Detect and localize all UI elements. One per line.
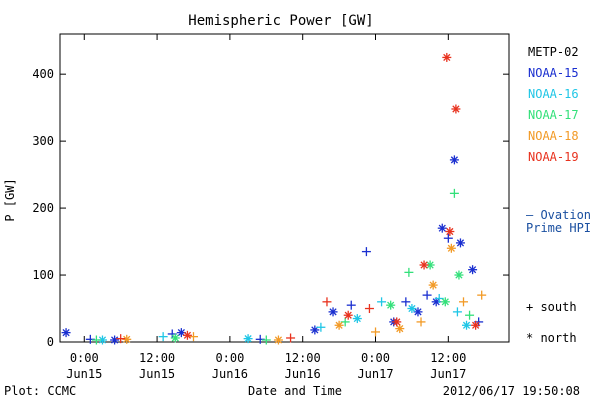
north-point xyxy=(273,335,283,345)
plot-frame xyxy=(59,33,510,343)
north-point xyxy=(170,333,180,343)
reference-line-legend: — Ovation Prime HPI xyxy=(526,208,591,235)
y-tick-label: 100 xyxy=(32,268,54,282)
y-axis-label: P [GW] xyxy=(3,178,17,221)
legend-entry: NOAA-19 xyxy=(528,150,579,164)
north-point xyxy=(110,335,120,345)
north-point xyxy=(182,330,192,340)
south-point xyxy=(371,327,381,337)
ovation-label-line2: Prime HPI xyxy=(526,221,591,235)
north-point xyxy=(413,307,423,317)
north-point xyxy=(442,52,452,62)
south-point xyxy=(158,332,168,342)
south-point xyxy=(401,297,411,307)
north-point xyxy=(343,310,353,320)
south-point xyxy=(443,233,453,243)
x-tick-label-date: Jun15 xyxy=(66,367,102,381)
south-point xyxy=(404,267,414,277)
footer-timestamp: 2012/06/17 19:50:08 xyxy=(443,384,580,398)
data-points xyxy=(61,52,487,345)
legend-entry: METP-02 xyxy=(528,45,579,59)
north-point xyxy=(392,317,402,327)
south-point xyxy=(340,317,350,327)
legend-entry: NOAA-15 xyxy=(528,66,579,80)
south-point xyxy=(261,335,271,345)
south-point xyxy=(477,290,487,300)
south-point xyxy=(91,335,101,345)
south-point xyxy=(322,297,332,307)
north-point xyxy=(445,227,455,237)
south-point xyxy=(85,334,95,344)
north-point xyxy=(455,238,465,248)
south-point xyxy=(346,300,356,310)
south-point xyxy=(116,334,126,344)
legend-entry: NOAA-17 xyxy=(528,108,579,122)
x-tick-label-time: 0:00 xyxy=(215,351,244,365)
south-point xyxy=(416,317,426,327)
x-tick-label-date: Jun15 xyxy=(139,367,175,381)
north-point xyxy=(328,307,338,317)
north-point xyxy=(471,320,481,330)
north-point xyxy=(61,328,71,338)
north-point xyxy=(419,260,429,270)
y-tick-label: 400 xyxy=(32,67,54,81)
x-tick-label-time: 12:00 xyxy=(430,351,466,365)
footer-xlabel: Date and Time xyxy=(248,384,342,398)
north-point xyxy=(386,300,396,310)
x-tick-label-date: Jun17 xyxy=(430,367,466,381)
x-tick-label-date: Jun16 xyxy=(285,367,321,381)
legend: METP-02 NOAA-15 NOAA-16 NOAA-17 NOAA-18 NOAA-… xyxy=(528,45,579,164)
north-marker-key: * north xyxy=(526,331,577,345)
north-point xyxy=(407,304,417,314)
north-point xyxy=(395,324,405,334)
south-marker-key: + south xyxy=(526,300,577,314)
x-tick-label-time: 0:00 xyxy=(70,351,99,365)
y-tick-label: 200 xyxy=(32,201,54,215)
x-tick-label-time: 12:00 xyxy=(285,351,321,365)
south-point xyxy=(449,188,459,198)
south-point xyxy=(465,310,475,320)
ovation-label-line1: — Ovation xyxy=(526,208,591,222)
x-tick-label-time: 0:00 xyxy=(361,351,390,365)
south-point xyxy=(188,332,198,342)
south-point xyxy=(452,307,462,317)
south-point xyxy=(422,290,432,300)
north-point xyxy=(437,223,447,233)
north-point xyxy=(122,334,132,344)
x-tick-label-time: 12:00 xyxy=(139,351,175,365)
south-point xyxy=(458,297,468,307)
north-point xyxy=(462,320,472,330)
south-point xyxy=(255,334,265,344)
north-point xyxy=(468,265,478,275)
north-point xyxy=(334,320,344,330)
y-tick-label: 0 xyxy=(47,335,54,349)
north-point xyxy=(451,104,461,114)
north-point xyxy=(446,243,456,253)
south-point xyxy=(434,293,444,303)
north-point xyxy=(428,280,438,290)
y-tick-label: 300 xyxy=(32,134,54,148)
south-point xyxy=(316,322,326,332)
south-point xyxy=(364,304,374,314)
chart-title: Hemispheric Power [GW] xyxy=(188,13,373,29)
south-point xyxy=(361,247,371,257)
footer-source: Plot: CCMC xyxy=(4,384,76,398)
north-point xyxy=(352,314,362,324)
north-point xyxy=(243,334,253,344)
south-point xyxy=(377,297,387,307)
south-point xyxy=(286,333,296,343)
legend-entry: NOAA-16 xyxy=(528,87,579,101)
north-point xyxy=(440,297,450,307)
x-tick-label-date: Jun17 xyxy=(357,367,393,381)
x-tick-label-date: Jun16 xyxy=(212,367,248,381)
y-axis: 0 100 200 300 400 xyxy=(32,67,509,349)
legend-entry: NOAA-18 xyxy=(528,129,579,143)
x-axis: 0:00 Jun15 12:00 Jun15 0:00 Jun16 12:00 Jun16 0:… xyxy=(66,34,466,381)
north-point xyxy=(454,270,464,280)
north-point xyxy=(449,155,459,165)
